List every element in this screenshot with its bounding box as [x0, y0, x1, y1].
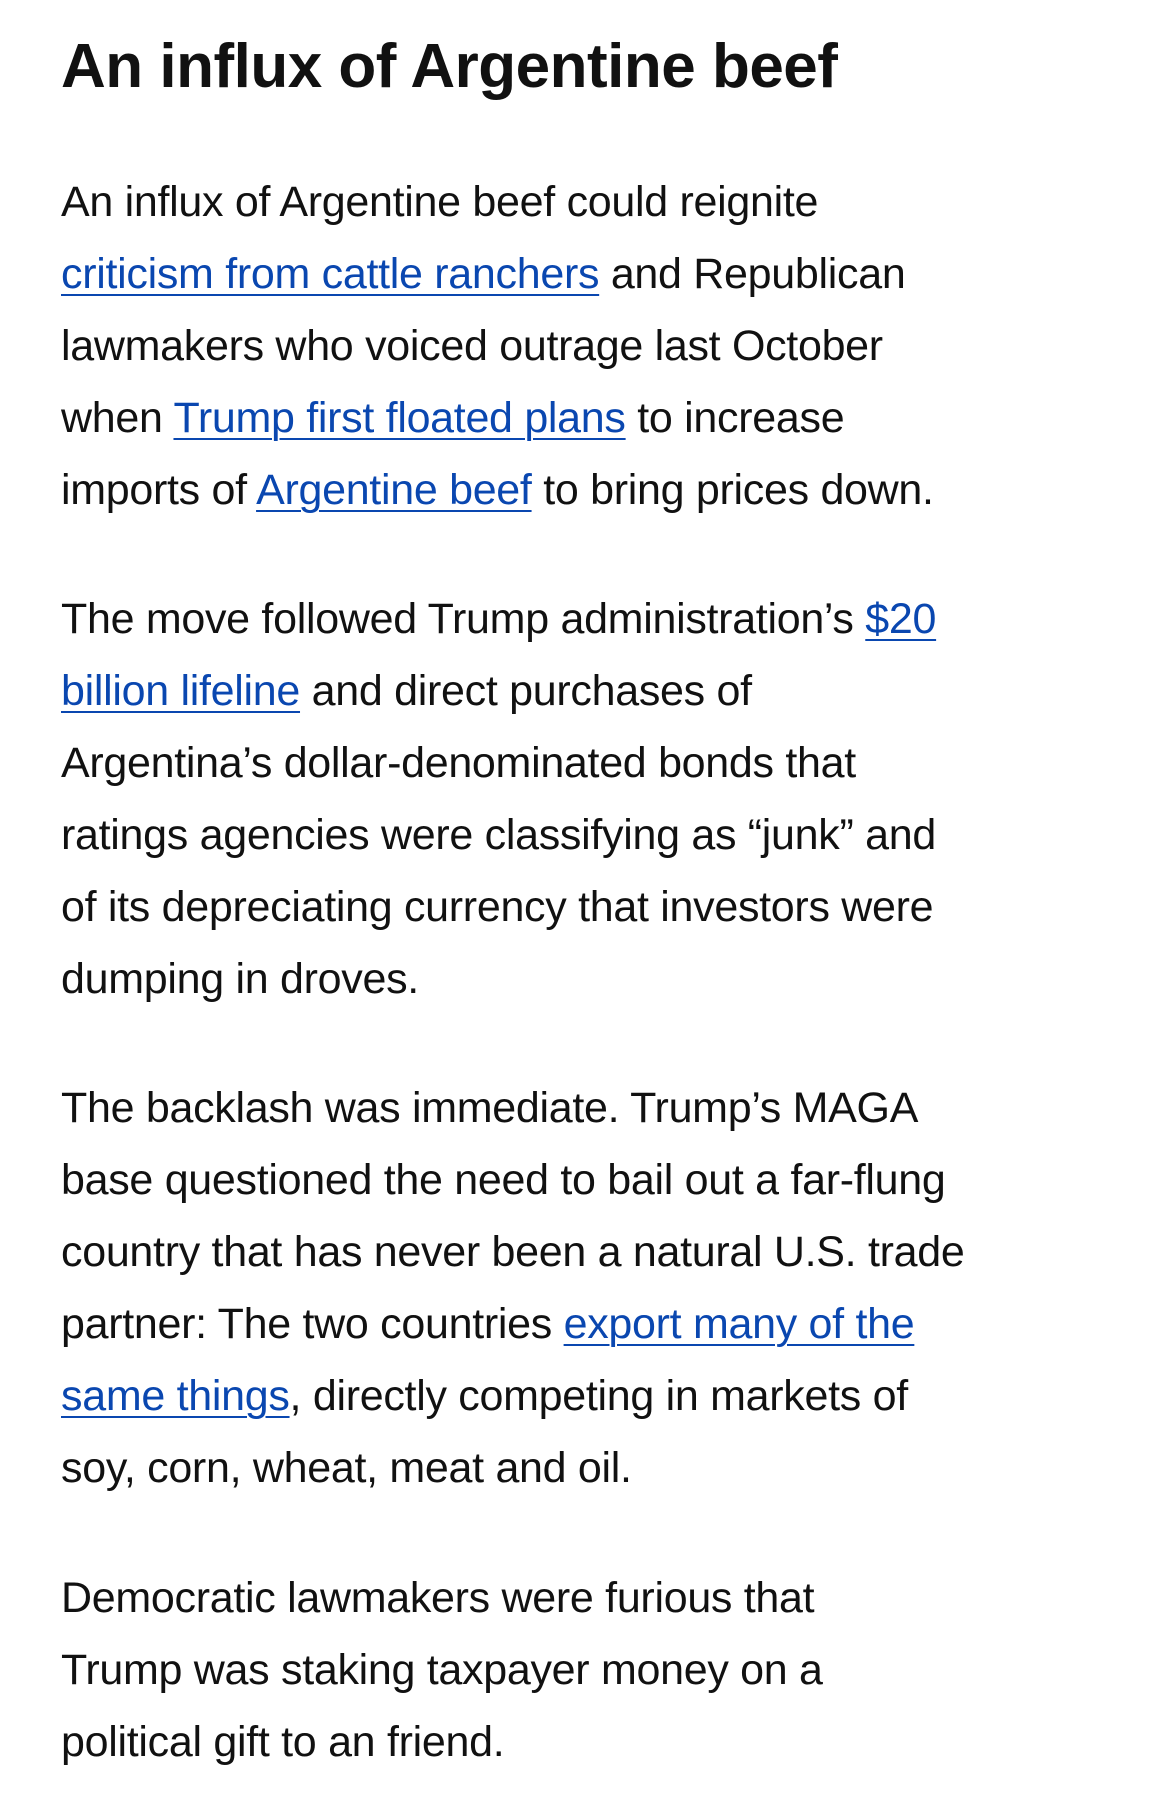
text-line: political gift to an friend. — [61, 1706, 823, 1778]
text-segment: political gift to an friend. — [61, 1718, 505, 1766]
text-segment: , directly competing in markets of — [289, 1372, 909, 1420]
text-line: Argentina’s dollar-denominated bonds tha… — [61, 727, 936, 799]
text-segment: and Republican — [599, 250, 906, 298]
text-line: Trump was staking taxpayer money on a — [61, 1634, 823, 1706]
section-heading: An influx of Argentine beef — [61, 32, 838, 101]
text-line: billion lifeline and direct purchases of — [61, 655, 936, 727]
text-line: when Trump first floated plans to increa… — [61, 382, 934, 454]
text-line: An influx of Argentine beef could reigni… — [61, 166, 934, 238]
inline-link[interactable]: $20 — [865, 595, 937, 643]
text-segment: The backlash was immediate. Trump’s MAGA — [61, 1084, 919, 1132]
text-segment: Trump was staking taxpayer money on a — [61, 1646, 823, 1694]
text-line: The move followed Trump administration’s… — [61, 583, 936, 655]
paragraph: The move followed Trump administration’s… — [61, 583, 936, 1015]
paragraph: Democratic lawmakers were furious that Tr… — [61, 1562, 823, 1778]
text-line: same things, directly competing in marke… — [61, 1360, 965, 1432]
text-line: ratings agencies were classifying as “ju… — [61, 799, 936, 871]
text-line: lawmakers who voiced outrage last Octobe… — [61, 310, 934, 382]
text-segment: Democratic lawmakers were furious that — [61, 1574, 815, 1622]
inline-link[interactable]: billion lifeline — [61, 667, 301, 715]
inline-link[interactable]: same things — [61, 1372, 290, 1420]
text-segment: An influx of Argentine beef could reigni… — [61, 178, 819, 226]
text-line: partner: The two countries export many o… — [61, 1288, 965, 1360]
inline-link[interactable]: criticism from cattle ranchers — [61, 250, 600, 298]
text-line: Democratic lawmakers were furious that — [61, 1562, 823, 1634]
paragraph: An influx of Argentine beef could reigni… — [61, 166, 934, 526]
inline-link[interactable]: Trump first floated plans — [173, 394, 626, 442]
text-line: of its depreciating currency that invest… — [61, 871, 936, 943]
text-segment: base questioned the need to bail out a f… — [61, 1156, 946, 1204]
text-segment: soy, corn, wheat, meat and oil. — [61, 1444, 632, 1492]
text-segment: Argentina’s dollar-denominated bonds tha… — [61, 739, 856, 787]
paragraph: The backlash was immediate. Trump’s MAGA… — [61, 1072, 965, 1504]
text-segment: to increase — [625, 394, 845, 442]
text-line: criticism from cattle ranchers and Repub… — [61, 238, 934, 310]
text-segment: when — [61, 394, 174, 442]
text-segment: ratings agencies were classifying as “ju… — [61, 811, 937, 859]
text-segment: dumping in droves. — [61, 955, 419, 1003]
text-segment: lawmakers who voiced outrage last Octobe… — [61, 322, 883, 370]
text-line: imports of Argentine beef to bring price… — [61, 454, 934, 526]
text-line: soy, corn, wheat, meat and oil. — [61, 1432, 965, 1504]
text-line: dumping in droves. — [61, 943, 936, 1015]
inline-link[interactable]: export many of the — [563, 1300, 915, 1348]
text-line: base questioned the need to bail out a f… — [61, 1144, 965, 1216]
text-segment: imports of — [61, 466, 257, 514]
text-segment: to bring prices down. — [531, 466, 934, 514]
text-segment: and direct purchases of — [300, 667, 752, 715]
text-line: The backlash was immediate. Trump’s MAGA — [61, 1072, 965, 1144]
text-segment: country that has never been a natural U.… — [61, 1228, 965, 1276]
text-segment: of its depreciating currency that invest… — [61, 883, 934, 931]
inline-link[interactable]: Argentine beef — [256, 466, 532, 514]
text-line: country that has never been a natural U.… — [61, 1216, 965, 1288]
text-segment: partner: The two countries — [61, 1300, 564, 1348]
text-segment: The move followed Trump administration’s — [61, 595, 866, 643]
